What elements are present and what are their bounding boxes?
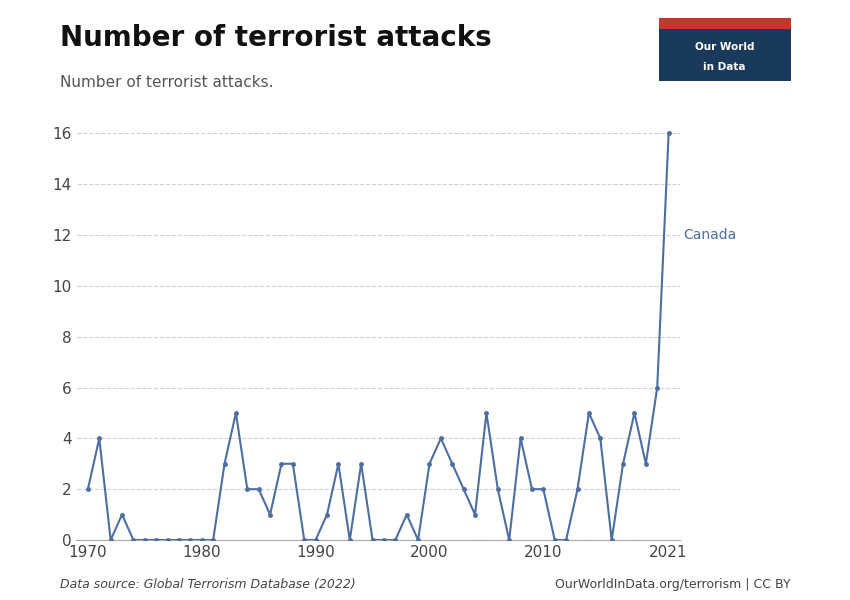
Text: Our World: Our World [694, 42, 755, 52]
Text: Number of terrorist attacks.: Number of terrorist attacks. [60, 75, 273, 90]
Text: Number of terrorist attacks: Number of terrorist attacks [60, 24, 491, 52]
Bar [659, 18, 790, 29]
Text: in Data: in Data [703, 62, 746, 72]
Text: Data source: Global Terrorism Database (2022): Data source: Global Terrorism Database (… [60, 578, 355, 591]
Text: Canada: Canada [683, 228, 737, 242]
Text: OurWorldInData.org/terrorism | CC BY: OurWorldInData.org/terrorism | CC BY [555, 578, 791, 591]
